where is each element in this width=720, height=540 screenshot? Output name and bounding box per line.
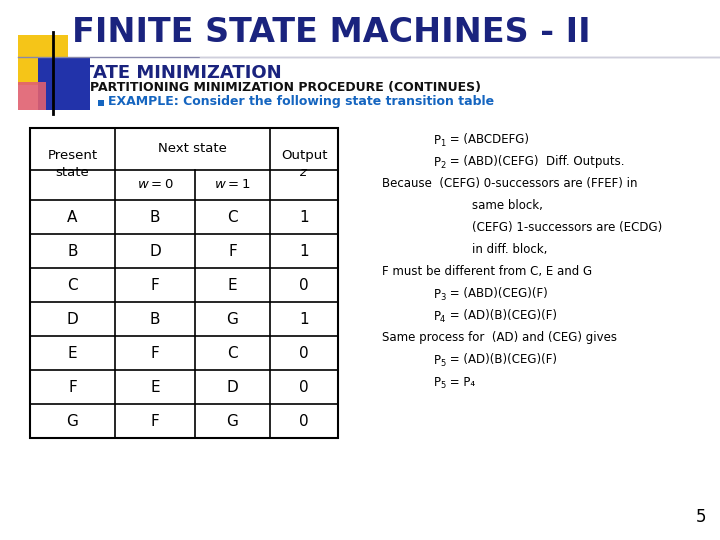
Text: $w = 1$: $w = 1$ [215, 179, 251, 192]
Text: C: C [228, 210, 238, 225]
Text: FINITE STATE MACHINES - II: FINITE STATE MACHINES - II [72, 16, 590, 49]
Text: Output
$z$: Output $z$ [281, 149, 328, 179]
Text: E: E [68, 346, 77, 361]
Text: = (ABD)(CEFG)  Diff. Outputs.: = (ABD)(CEFG) Diff. Outputs. [446, 156, 624, 168]
Text: P: P [434, 309, 441, 322]
Text: A: A [67, 210, 78, 225]
Text: = (ABCDEFG): = (ABCDEFG) [446, 133, 529, 146]
Text: 2: 2 [440, 160, 445, 170]
Text: F: F [68, 380, 77, 395]
Text: = (AD)(B)(CEG)(F): = (AD)(B)(CEG)(F) [446, 354, 557, 367]
Text: P: P [434, 133, 441, 146]
Text: P: P [434, 287, 441, 300]
Bar [55, 69, 64, 78]
Text: F: F [150, 346, 159, 361]
Text: Next state: Next state [158, 143, 227, 156]
Text: Same process for  (AD) and (CEG) gives: Same process for (AD) and (CEG) gives [382, 332, 617, 345]
Bar [38, 58, 90, 110]
Text: B: B [150, 210, 161, 225]
Text: 1: 1 [300, 312, 309, 327]
Text: = (ABD)(CEG)(F): = (ABD)(CEG)(F) [446, 287, 548, 300]
Text: 0: 0 [300, 414, 309, 429]
Bar [78, 85, 85, 92]
Text: E: E [150, 380, 160, 395]
Bar [30, 128, 338, 438]
Text: = (AD)(B)(CEG)(F): = (AD)(B)(CEG)(F) [446, 309, 557, 322]
Text: G: G [227, 414, 238, 429]
Text: G: G [227, 312, 238, 327]
Text: 1: 1 [300, 244, 309, 259]
Bar [18, 35, 68, 85]
Text: D: D [149, 244, 161, 259]
Text: EXAMPLE: Consider the following state transition table: EXAMPLE: Consider the following state tr… [108, 96, 494, 109]
Text: 3: 3 [440, 293, 446, 301]
Text: PARTITIONING MINIMIZATION PROCEDURE (CONTINUES): PARTITIONING MINIMIZATION PROCEDURE (CON… [90, 82, 481, 94]
Text: B: B [67, 244, 78, 259]
Text: E: E [228, 278, 238, 293]
Text: P: P [434, 375, 441, 388]
Text: 0: 0 [300, 278, 309, 293]
Text: F: F [150, 414, 159, 429]
Text: C: C [67, 278, 78, 293]
Bar [18, 82, 46, 110]
Text: $w = 0$: $w = 0$ [137, 179, 174, 192]
Text: = P₄: = P₄ [446, 375, 475, 388]
Text: STATE MINIMIZATION: STATE MINIMIZATION [69, 64, 282, 82]
Text: F must be different from C, E and G: F must be different from C, E and G [382, 266, 592, 279]
Text: 4: 4 [440, 314, 445, 323]
Text: (CEFG) 1-successors are (ECDG): (CEFG) 1-successors are (ECDG) [472, 221, 662, 234]
Text: 5: 5 [440, 359, 445, 368]
Text: 0: 0 [300, 380, 309, 395]
Text: same block,: same block, [472, 199, 543, 213]
Text: D: D [227, 380, 238, 395]
Text: F: F [150, 278, 159, 293]
Text: Present
state: Present state [48, 149, 98, 179]
Text: D: D [67, 312, 78, 327]
Bar [98, 99, 104, 105]
Text: G: G [66, 414, 78, 429]
Text: C: C [228, 346, 238, 361]
Text: 5: 5 [696, 508, 706, 526]
Text: B: B [150, 312, 161, 327]
Text: in diff. block,: in diff. block, [472, 244, 547, 256]
Text: P: P [434, 156, 441, 168]
Text: P: P [434, 354, 441, 367]
Text: 1: 1 [300, 210, 309, 225]
Text: 5: 5 [440, 381, 445, 389]
Text: 1: 1 [440, 138, 445, 147]
Text: Because  (CEFG) 0-successors are (FFEF) in: Because (CEFG) 0-successors are (FFEF) i… [382, 178, 637, 191]
Text: 0: 0 [300, 346, 309, 361]
Text: F: F [228, 244, 237, 259]
